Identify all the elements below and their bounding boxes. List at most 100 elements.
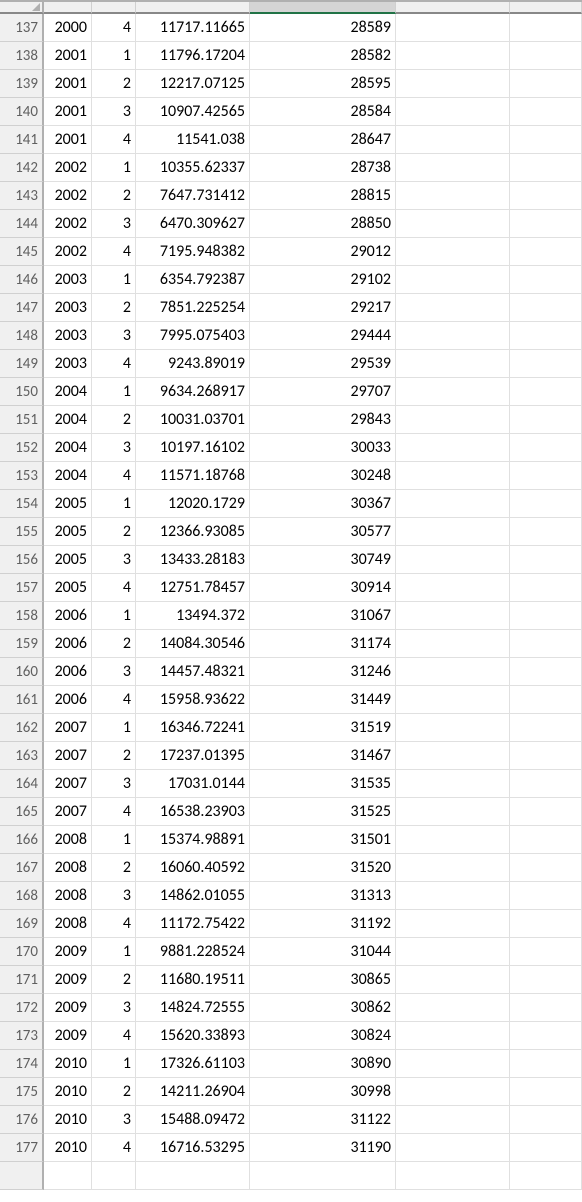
cell[interactable]: 2007: [44, 742, 92, 770]
cell-empty[interactable]: [396, 98, 510, 126]
cell[interactable]: 16716.53295: [136, 1134, 250, 1162]
row-header[interactable]: 159: [0, 630, 44, 658]
cell-empty[interactable]: [396, 658, 510, 686]
cell[interactable]: 2006: [44, 658, 92, 686]
row-header[interactable]: 151: [0, 406, 44, 434]
column-header[interactable]: [396, 2, 510, 14]
cell[interactable]: 12751.78457: [136, 574, 250, 602]
cell-empty[interactable]: [510, 1134, 582, 1162]
cell-empty[interactable]: [396, 406, 510, 434]
row-header[interactable]: 155: [0, 518, 44, 546]
cell-empty[interactable]: [510, 294, 582, 322]
cell[interactable]: 2: [92, 742, 136, 770]
cell[interactable]: 28647: [250, 126, 396, 154]
cell[interactable]: 2: [92, 630, 136, 658]
cell[interactable]: 28850: [250, 210, 396, 238]
cell-empty[interactable]: [396, 350, 510, 378]
cell-empty[interactable]: [510, 1050, 582, 1078]
cell[interactable]: 16538.23903: [136, 798, 250, 826]
cell-empty[interactable]: [510, 938, 582, 966]
cell[interactable]: 31044: [250, 938, 396, 966]
row-header[interactable]: 140: [0, 98, 44, 126]
cell-empty[interactable]: [510, 994, 582, 1022]
cell-empty[interactable]: [396, 938, 510, 966]
row-header[interactable]: 161: [0, 686, 44, 714]
cell-empty[interactable]: [396, 1078, 510, 1106]
cell-empty[interactable]: [510, 434, 582, 462]
row-header[interactable]: 152: [0, 434, 44, 462]
cell[interactable]: 7995.075403: [136, 322, 250, 350]
row-header[interactable]: 166: [0, 826, 44, 854]
cell[interactable]: 30862: [250, 994, 396, 1022]
cell-empty[interactable]: [396, 238, 510, 266]
cell[interactable]: 2007: [44, 798, 92, 826]
cell[interactable]: 11680.19511: [136, 966, 250, 994]
cell-empty[interactable]: [510, 770, 582, 798]
cell[interactable]: 4: [92, 14, 136, 42]
cell[interactable]: 2004: [44, 378, 92, 406]
cell-empty[interactable]: [510, 630, 582, 658]
cell[interactable]: 1: [92, 826, 136, 854]
cell[interactable]: 30998: [250, 1078, 396, 1106]
cell-empty[interactable]: [510, 70, 582, 98]
cell-empty[interactable]: [510, 266, 582, 294]
cell[interactable]: 2002: [44, 182, 92, 210]
row-header[interactable]: 168: [0, 882, 44, 910]
row-header[interactable]: 162: [0, 714, 44, 742]
cell[interactable]: 6354.792387: [136, 266, 250, 294]
cell[interactable]: 11172.75422: [136, 910, 250, 938]
cell[interactable]: 9243.89019: [136, 350, 250, 378]
row-header[interactable]: 147: [0, 294, 44, 322]
cell[interactable]: 2000: [44, 14, 92, 42]
cell[interactable]: 2001: [44, 126, 92, 154]
cell-empty[interactable]: [396, 630, 510, 658]
cell[interactable]: 11717.11665: [136, 14, 250, 42]
cell[interactable]: 4: [92, 798, 136, 826]
cell[interactable]: 1: [92, 42, 136, 70]
cell[interactable]: 28589: [250, 14, 396, 42]
cell-empty[interactable]: [510, 546, 582, 574]
row-header[interactable]: 176: [0, 1106, 44, 1134]
cell[interactable]: 1: [92, 490, 136, 518]
cell-empty[interactable]: [396, 602, 510, 630]
cell[interactable]: 4: [92, 1134, 136, 1162]
cell[interactable]: 7647.731412: [136, 182, 250, 210]
cell[interactable]: 29102: [250, 266, 396, 294]
cell[interactable]: 29539: [250, 350, 396, 378]
row-header[interactable]: 138: [0, 42, 44, 70]
cell[interactable]: 2009: [44, 994, 92, 1022]
cell-empty[interactable]: [510, 966, 582, 994]
row-header[interactable]: 144: [0, 210, 44, 238]
cell[interactable]: 12020.1729: [136, 490, 250, 518]
cell[interactable]: 30890: [250, 1050, 396, 1078]
cell-empty[interactable]: [510, 490, 582, 518]
cell-empty[interactable]: [510, 1022, 582, 1050]
cell[interactable]: 2009: [44, 966, 92, 994]
cell-empty[interactable]: [396, 42, 510, 70]
cell-empty[interactable]: [396, 266, 510, 294]
cell[interactable]: 30248: [250, 462, 396, 490]
cell-empty[interactable]: [510, 518, 582, 546]
row-header[interactable]: 148: [0, 322, 44, 350]
cell-empty[interactable]: [510, 154, 582, 182]
cell[interactable]: 4: [92, 350, 136, 378]
column-header[interactable]: [44, 2, 92, 14]
cell[interactable]: 29012: [250, 238, 396, 266]
cell[interactable]: 3: [92, 994, 136, 1022]
cell[interactable]: 2004: [44, 462, 92, 490]
cell-empty[interactable]: [396, 910, 510, 938]
cell-empty[interactable]: [396, 882, 510, 910]
cell[interactable]: 15958.93622: [136, 686, 250, 714]
cell[interactable]: 4: [92, 462, 136, 490]
cell[interactable]: 2008: [44, 882, 92, 910]
row-header[interactable]: 160: [0, 658, 44, 686]
cell[interactable]: 30033: [250, 434, 396, 462]
cell[interactable]: 30577: [250, 518, 396, 546]
cell[interactable]: 9881.228524: [136, 938, 250, 966]
cell[interactable]: 31467: [250, 742, 396, 770]
cell[interactable]: 11571.18768: [136, 462, 250, 490]
cell[interactable]: 2003: [44, 294, 92, 322]
cell[interactable]: 31190: [250, 1134, 396, 1162]
cell[interactable]: 31192: [250, 910, 396, 938]
cell-empty[interactable]: [396, 518, 510, 546]
